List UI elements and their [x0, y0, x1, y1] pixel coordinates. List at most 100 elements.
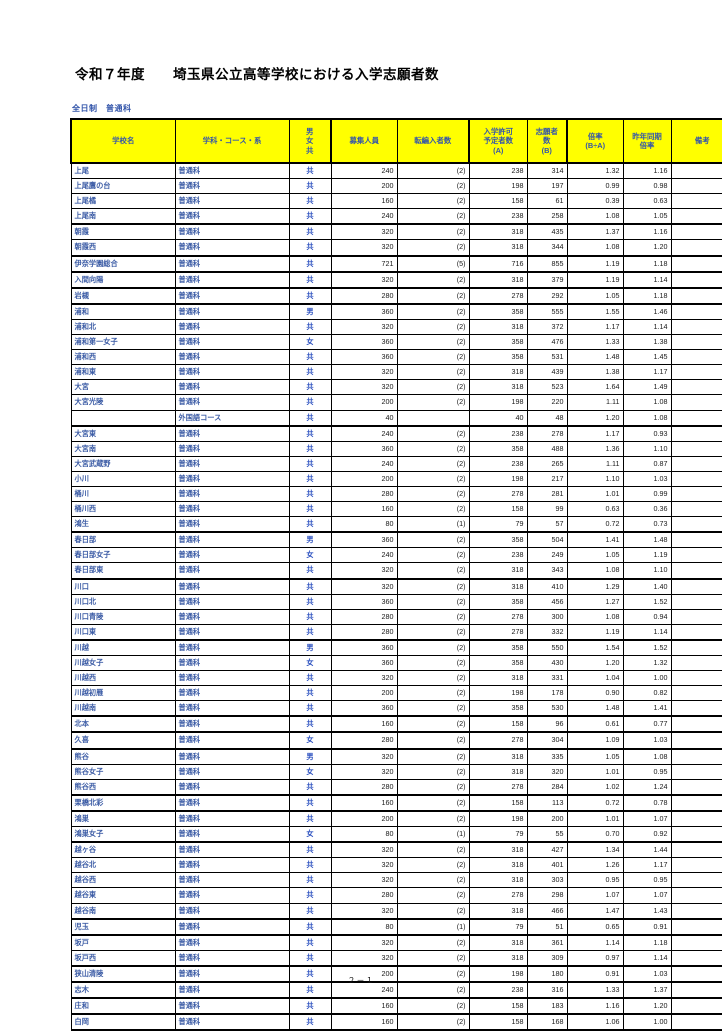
cell-course: 普通科	[174, 193, 290, 210]
cell-applicants: 335	[526, 748, 568, 765]
cell-applicants: 531	[526, 349, 568, 366]
cell-quota: 200	[330, 470, 398, 487]
cell-rate: 1.07	[566, 887, 624, 904]
cell-course: 普通科	[174, 608, 290, 625]
cell-gender: 共	[288, 887, 332, 904]
cell-school: 鴻生	[70, 516, 176, 534]
cell-prev-rate: 1.24	[622, 778, 672, 796]
cell-quota: 80	[330, 516, 398, 534]
cell-course: 普通科	[174, 902, 290, 920]
cell-school: 越谷東	[70, 887, 176, 904]
cell-gender: 共	[288, 223, 332, 241]
cell-quota: 200	[330, 394, 398, 411]
cell-admit: 358	[468, 639, 528, 656]
col-header-school: 学校名	[70, 118, 176, 164]
table-row: 大宮 普通科共 320 (2) 318 523 1.64 1.49	[70, 379, 722, 396]
cell-rate: 1.04	[566, 670, 624, 687]
cell-gender: 共	[288, 364, 332, 381]
cell-quota: 320	[330, 271, 398, 289]
cell-course: 普通科	[174, 887, 290, 904]
cell-rate: 1.08	[566, 208, 624, 226]
cell-rate: 0.61	[566, 715, 624, 734]
cell-school: 川越	[70, 639, 176, 656]
cell-prev-rate: 1.46	[622, 303, 672, 320]
table-row: 熊谷女子 普通科女 320 (2) 318 320 1.01 0.95	[70, 763, 722, 780]
cell-admit: 278	[468, 287, 528, 305]
cell-gender: 女	[288, 826, 332, 844]
cell-transfer: (2)	[396, 334, 470, 351]
cell-prev-rate: 0.95	[622, 763, 672, 780]
cell-applicants: 180	[526, 965, 568, 983]
cell-quota: 200	[330, 685, 398, 702]
cell-note	[670, 531, 722, 549]
cell-course: 普通科	[174, 965, 290, 983]
cell-rate: 1.19	[566, 623, 624, 641]
cell-gender: 女	[288, 547, 332, 564]
cell-applicants: 178	[526, 685, 568, 702]
cell-admit: 158	[468, 715, 528, 734]
cell-applicants: 476	[526, 334, 568, 351]
cell-note	[670, 470, 722, 487]
table-row: 桶川 普通科共 280 (2) 278 281 1.01 0.99	[70, 485, 722, 503]
cell-rate: 1.01	[566, 485, 624, 503]
cell-school	[70, 409, 176, 427]
cell-note	[670, 349, 722, 366]
cell-rate: 1.48	[566, 349, 624, 366]
cell-admit: 79	[468, 516, 528, 534]
cell-applicants: 309	[526, 949, 568, 967]
cell-applicants: 48	[526, 409, 568, 427]
cell-admit: 198	[468, 810, 528, 828]
table-row: 栗橋北彩 普通科共 160 (2) 158 113 0.72 0.78	[70, 794, 722, 812]
cell-prev-rate: 1.08	[622, 394, 672, 411]
cell-note	[670, 685, 722, 702]
cell-quota: 40	[330, 409, 398, 427]
cell-gender: 共	[288, 949, 332, 967]
table-row: 川口 普通科共 320 (2) 318 410 1.29 1.40	[70, 578, 722, 595]
cell-admit: 358	[468, 303, 528, 320]
cell-admit: 278	[468, 623, 528, 641]
cell-admit: 318	[468, 841, 528, 859]
cell-quota: 320	[330, 841, 398, 859]
cell-admit: 198	[468, 685, 528, 702]
cell-transfer: (2)	[396, 239, 470, 257]
cell-applicants: 61	[526, 193, 568, 210]
cell-note	[670, 670, 722, 687]
cell-transfer: (2)	[396, 731, 470, 750]
cell-gender: 共	[288, 623, 332, 641]
cell-prev-rate: 1.19	[622, 547, 672, 564]
cell-admit: 318	[468, 670, 528, 687]
table-row: 狭山清陵 普通科共 200 (2) 198 180 0.91 1.03	[70, 965, 722, 983]
cell-applicants: 113	[526, 794, 568, 812]
cell-quota: 160	[330, 715, 398, 734]
cell-quota: 240	[330, 162, 398, 180]
cell-rate: 1.05	[566, 287, 624, 305]
table-row: 上尾橘 普通科共 160 (2) 158 61 0.39 0.63	[70, 193, 722, 210]
cell-school: 伊奈学園総合	[70, 255, 176, 273]
cell-transfer: (2)	[396, 485, 470, 503]
cell-transfer: (2)	[396, 872, 470, 889]
cell-gender: 共	[288, 271, 332, 289]
cell-prev-rate: 1.20	[622, 997, 672, 1016]
cell-admit: 318	[468, 902, 528, 920]
cell-prev-rate: 1.20	[622, 239, 672, 257]
cell-quota: 360	[330, 349, 398, 366]
cell-quota: 320	[330, 748, 398, 765]
cell-admit: 318	[468, 748, 528, 765]
cell-school: 狭山清陵	[70, 965, 176, 983]
cell-admit: 278	[468, 778, 528, 796]
cell-admit: 278	[468, 485, 528, 503]
cell-applicants: 504	[526, 531, 568, 549]
cell-admit: 318	[468, 763, 528, 780]
cell-rate: 1.01	[566, 763, 624, 780]
cell-prev-rate: 1.07	[622, 810, 672, 828]
cell-admit: 358	[468, 440, 528, 457]
cell-applicants: 439	[526, 364, 568, 381]
cell-applicants: 530	[526, 700, 568, 718]
cell-gender: 共	[288, 409, 332, 427]
cell-prev-rate: 0.87	[622, 455, 672, 472]
cell-transfer: (2)	[396, 654, 470, 672]
cell-gender: 共	[288, 997, 332, 1016]
cell-school: 浦和第一女子	[70, 334, 176, 351]
cell-school: 大宮	[70, 379, 176, 396]
